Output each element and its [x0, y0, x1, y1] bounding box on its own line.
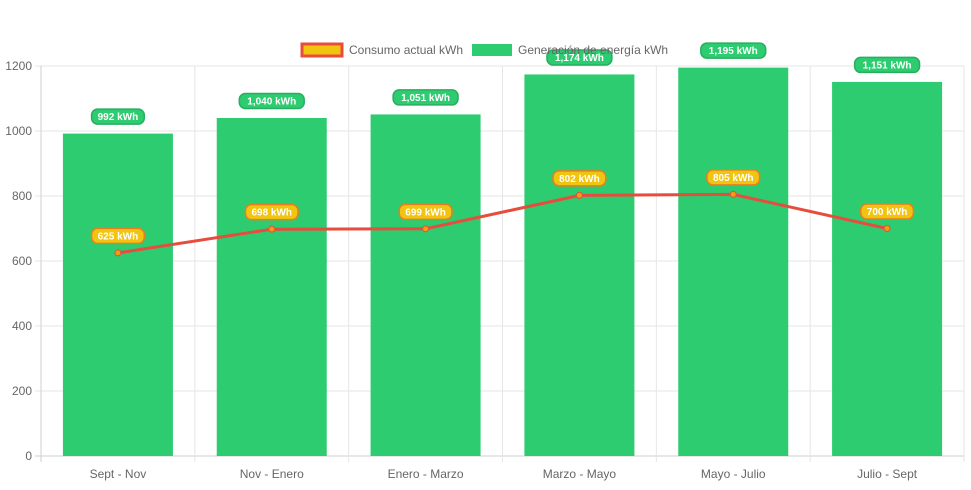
x-tick-label: Enero - Marzo	[388, 467, 464, 481]
bar-generacion[interactable]	[678, 67, 789, 456]
line-value-label-text: 805 kWh	[713, 173, 754, 184]
x-tick-label: Mayo - Julio	[701, 467, 766, 481]
line-value-label-text: 700 kWh	[867, 207, 908, 218]
y-tick-label: 1200	[5, 59, 32, 73]
grid-layer	[35, 65, 965, 462]
y-tick-label: 0	[25, 449, 32, 463]
line-consumo	[117, 192, 888, 255]
bar-value-label-text: 992 kWh	[98, 112, 139, 123]
bar-value-label-text: 1,151 kWh	[863, 60, 912, 71]
line-point-consumo[interactable]	[268, 225, 276, 233]
y-tick-label: 600	[12, 254, 32, 268]
bar-generacion[interactable]	[832, 81, 943, 457]
line-point-consumo[interactable]	[422, 225, 430, 233]
bar-value-label-bg	[392, 89, 459, 106]
y-tick-label: 1000	[5, 124, 32, 138]
x-tick-label: Julio - Sept	[857, 467, 918, 481]
bar-generacion[interactable]	[216, 118, 327, 456]
line-value-label-bg	[244, 203, 299, 221]
bar-value-label: 1,174 kWh	[546, 49, 613, 66]
legend-swatch-consumo	[300, 42, 344, 58]
legend-label-consumo: Consumo actual kWh	[349, 43, 463, 57]
bar-value-label-text: 1,195 kWh	[709, 46, 758, 57]
line-point-consumo[interactable]	[883, 225, 891, 232]
line-layer	[114, 190, 891, 257]
line-value-label-bg	[552, 170, 607, 187]
legend-item-generacion[interactable]: Generación de energía kWh	[472, 43, 668, 57]
bar-value-label: 1,051 kWh	[392, 89, 459, 106]
line-value-label: 805 kWh	[706, 169, 761, 186]
line-value-label-text: 625 kWh	[98, 231, 139, 242]
legend-label-generacion: Generación de energía kWh	[518, 43, 668, 57]
bar-value-label-bg	[700, 42, 767, 59]
line-value-label-bg	[706, 169, 761, 186]
bar-value-label: 1,040 kWh	[238, 92, 305, 110]
x-tick-label: Sept - Nov	[90, 467, 147, 481]
line-point-consumo[interactable]	[575, 191, 583, 199]
axis-layer: 0 200 400 600 800 1000 1200 Sept - Nov Nov - Ene…	[5, 59, 917, 481]
bar-value-label: 1,151 kWh	[853, 56, 921, 74]
y-tick-label: 200	[12, 384, 32, 398]
legend-swatch-generacion	[472, 44, 512, 56]
line-value-label-text: 699 kWh	[405, 207, 446, 218]
bar-value-label-bg	[546, 49, 613, 66]
line-point-consumo[interactable]	[114, 249, 122, 257]
line-value-label: 700 kWh	[859, 203, 915, 220]
bar-value-label: 992 kWh	[90, 108, 146, 125]
y-tick-label: 800	[12, 189, 32, 203]
label-layer: 992 kWh 1,040 kWh 1,051 kWh 1,174 kWh 1,195 …	[90, 42, 921, 245]
legend-item-consumo[interactable]: Consumo actual kWh	[300, 42, 463, 58]
bar-value-label-text: 1,174 kWh	[555, 53, 604, 64]
bar-value-label-bg	[238, 92, 305, 110]
legend-layer[interactable]: Consumo actual kWh Generación de energía …	[300, 42, 668, 58]
line-value-label-text: 802 kWh	[559, 174, 600, 185]
line-value-label: 802 kWh	[552, 170, 607, 187]
bar-value-label: 1,195 kWh	[700, 42, 767, 59]
line-value-label: 699 kWh	[398, 203, 453, 221]
line-value-label-bg	[90, 227, 146, 245]
bar-generacion[interactable]	[370, 114, 481, 457]
x-tick-label: Marzo - Mayo	[543, 467, 617, 481]
bar-layer	[62, 67, 943, 457]
bar-value-label-text: 1,051 kWh	[401, 93, 450, 104]
x-tick-label: Nov - Enero	[240, 467, 304, 481]
y-tick-label: 400	[12, 319, 32, 333]
bar-value-label-bg	[90, 108, 146, 125]
line-value-label-bg	[398, 203, 453, 221]
bar-value-label-bg	[853, 56, 921, 74]
line-point-consumo[interactable]	[729, 190, 737, 198]
bar-generacion[interactable]	[62, 133, 173, 456]
bar-generacion[interactable]	[524, 74, 635, 456]
line-value-label: 698 kWh	[244, 203, 299, 221]
line-value-label-bg	[859, 203, 915, 220]
bar-value-label-text: 1,040 kWh	[247, 97, 296, 108]
line-value-label: 625 kWh	[90, 227, 146, 245]
line-value-label-text: 698 kWh	[251, 208, 292, 219]
